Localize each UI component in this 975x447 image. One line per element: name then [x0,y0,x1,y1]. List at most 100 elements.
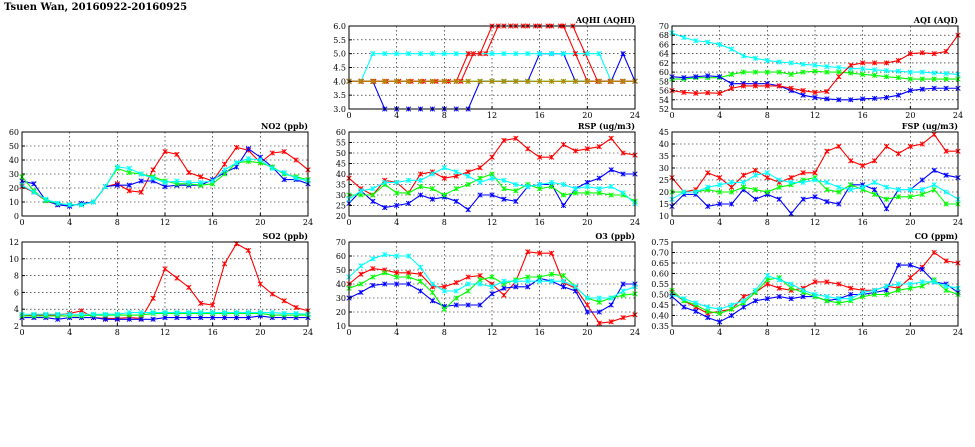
data-point [788,210,794,217]
data-point [43,196,49,202]
data-point [370,78,376,84]
data-point [620,314,626,321]
y-tick-label: 0.45 [651,301,669,310]
y-tick-label: 3.0 [333,105,346,114]
x-tick-label: 16 [858,111,868,120]
x-tick-label: 12 [487,111,497,120]
data-point [596,320,602,326]
data-point [453,173,459,179]
y-tick-label: 50 [336,266,346,275]
data-point [441,288,447,294]
y-tick-label: 25 [336,202,346,211]
data-point [429,298,436,304]
data-point [883,68,890,74]
data-point [931,186,937,193]
data-point [281,148,287,155]
data-point [417,278,424,284]
data-point [895,57,902,64]
x-tick-label: 12 [810,218,820,227]
data-point [931,167,937,174]
data-point [489,175,495,181]
data-point [477,165,483,171]
data-point [705,73,711,79]
data-point [501,292,507,298]
data-point [525,284,531,290]
data-point [919,50,925,56]
data-point [150,309,156,316]
y-tick-label: 8 [14,272,19,281]
data-point [895,74,902,81]
y-tick-label: 35 [659,152,669,161]
data-point [114,164,120,170]
y-tick-label: 58 [659,77,669,86]
data-point [126,169,132,176]
y-tick-label: 30 [9,170,19,179]
data-point [943,70,949,77]
data-point [776,59,782,65]
data-point [740,53,747,59]
data-point [860,184,866,190]
data-point [584,183,590,190]
data-point [417,271,424,277]
data-point [931,76,937,82]
data-point [907,69,913,75]
data-point [572,186,579,192]
y-tick-label: 55 [336,139,346,148]
series-fsp-2 [669,174,961,207]
data-point [883,291,890,298]
data-point [441,165,447,171]
data-point [871,67,878,73]
data-point [883,196,890,202]
data-point [919,266,925,272]
data-point [836,201,842,207]
data-point [358,188,364,194]
data-point [776,69,782,75]
data-point [210,178,216,184]
data-point [752,196,759,202]
data-point [429,78,436,84]
data-point [608,183,614,190]
data-point [584,78,590,84]
x-tick-label: 0 [669,111,674,120]
data-point [848,97,854,103]
data-point [620,171,626,177]
x-tick-label: 20 [582,218,592,227]
x-tick-label: 0 [19,328,24,337]
y-tick-label: 35 [336,181,346,190]
data-point [836,189,842,195]
data-point [126,182,132,188]
data-point [560,202,567,209]
data-point [198,174,204,180]
data-point [162,183,168,190]
data-point [943,76,949,82]
data-point [281,310,287,317]
data-point [513,188,519,194]
data-point [800,61,806,67]
data-point [489,274,495,280]
chart-title: O3 (ppb) [595,231,635,241]
data-point [513,135,519,141]
data-point [186,169,192,176]
data-point [405,78,412,84]
data-point [417,264,424,270]
y-tick-label: 3.5 [333,91,346,100]
data-point [584,295,590,301]
series-so2-3 [19,309,311,317]
data-point [620,78,626,84]
data-point [584,51,590,57]
data-point [150,167,156,173]
data-point [860,71,866,78]
data-point [405,200,412,207]
data-point [548,278,555,284]
data-point [382,270,388,276]
data-point [800,293,806,300]
data-point [465,181,471,188]
data-point [162,148,168,155]
data-point [465,207,471,213]
data-point [895,92,902,98]
data-point [943,148,949,154]
data-point [596,144,602,150]
data-point [394,78,400,84]
